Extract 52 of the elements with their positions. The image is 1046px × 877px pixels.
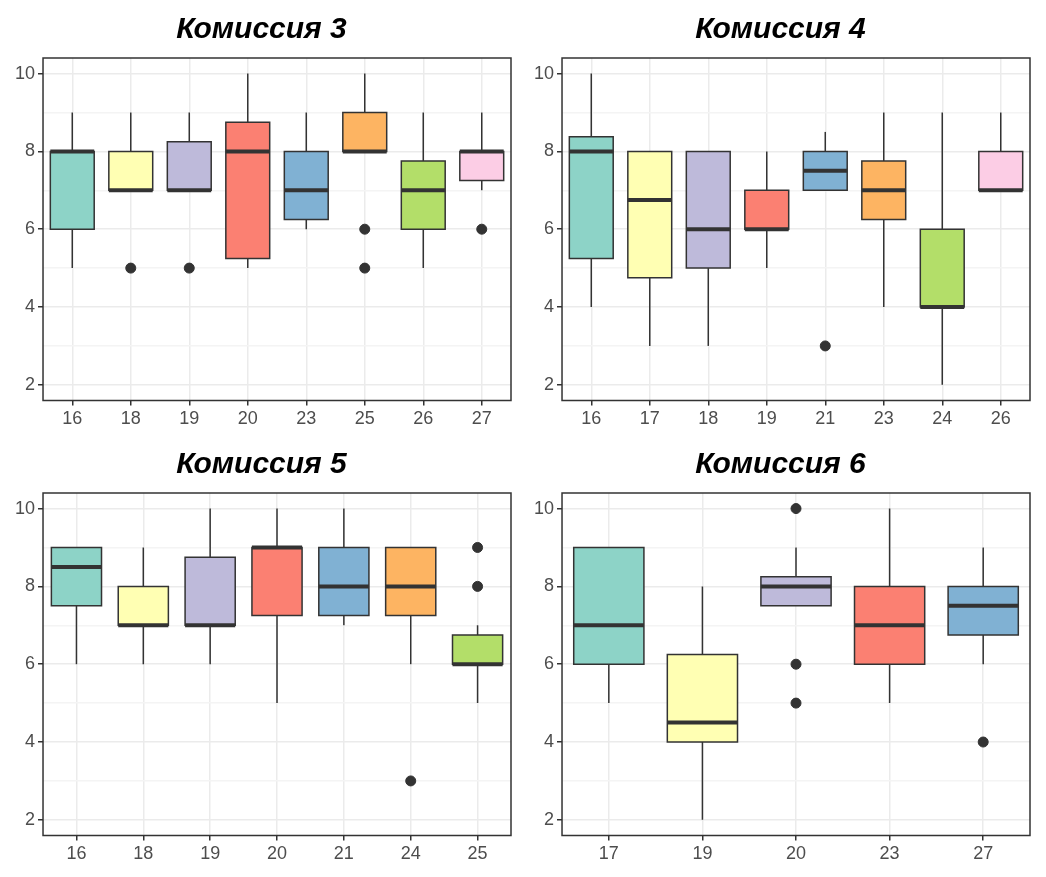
y-tick-label: 2: [25, 373, 36, 394]
x-tick-label: 17: [598, 843, 619, 864]
y-tick-label: 6: [25, 653, 36, 674]
x-tick-label: 19: [179, 408, 200, 429]
chart-title: Комиссия 3: [176, 11, 348, 45]
y-tick-label: 8: [25, 575, 36, 596]
y-tick-label: 10: [14, 497, 36, 518]
x-tick-label: 18: [120, 408, 141, 429]
x-tick-label: 24: [932, 408, 953, 429]
y-tick-label: 6: [25, 218, 36, 239]
x-tick-label: 18: [698, 408, 719, 429]
x-tick-label: 24: [400, 843, 421, 864]
y-tick-label: 4: [544, 730, 555, 751]
y-tick-label: 4: [25, 730, 36, 751]
x-tick-label: 27: [471, 408, 492, 429]
x-tick-label: 17: [639, 408, 660, 429]
x-tick-label: 19: [756, 408, 777, 429]
x-tick-label: 23: [879, 843, 900, 864]
x-tick-label: 26: [413, 408, 434, 429]
x-tick-label: 20: [786, 843, 807, 864]
x-tick-label: 23: [873, 408, 894, 429]
x-tick-label: 19: [692, 843, 713, 864]
y-tick-label: 2: [544, 808, 555, 829]
x-tick-label: 16: [581, 408, 602, 429]
y-tick-label: 10: [14, 62, 36, 83]
x-tick-label: 19: [200, 843, 221, 864]
x-tick-label: 20: [267, 843, 288, 864]
chart-title: Комиссия 4: [695, 11, 867, 45]
x-tick-label: 16: [62, 408, 83, 429]
y-tick-label: 8: [25, 140, 36, 161]
x-tick-label: 27: [973, 843, 994, 864]
chart-title: Комиссия 6: [695, 446, 867, 480]
x-tick-label: 18: [133, 843, 154, 864]
x-tick-label: 25: [354, 408, 375, 429]
x-tick-label: 26: [990, 408, 1011, 429]
x-tick-label: 20: [237, 408, 258, 429]
y-tick-label: 8: [544, 575, 555, 596]
x-tick-label: 16: [66, 843, 87, 864]
y-tick-label: 6: [544, 653, 555, 674]
x-tick-label: 21: [333, 843, 354, 864]
y-tick-label: 10: [533, 62, 555, 83]
x-tick-label: 23: [296, 408, 317, 429]
y-tick-label: 2: [25, 808, 36, 829]
y-tick-label: 4: [25, 295, 36, 316]
y-tick-label: 4: [544, 295, 555, 316]
x-tick-label: 25: [467, 843, 488, 864]
y-tick-label: 10: [533, 497, 555, 518]
x-tick-label: 21: [815, 408, 836, 429]
y-tick-label: 2: [544, 373, 555, 394]
chart-title: Комиссия 5: [176, 446, 349, 480]
y-tick-label: 6: [544, 218, 555, 239]
y-tick-label: 8: [544, 140, 555, 161]
